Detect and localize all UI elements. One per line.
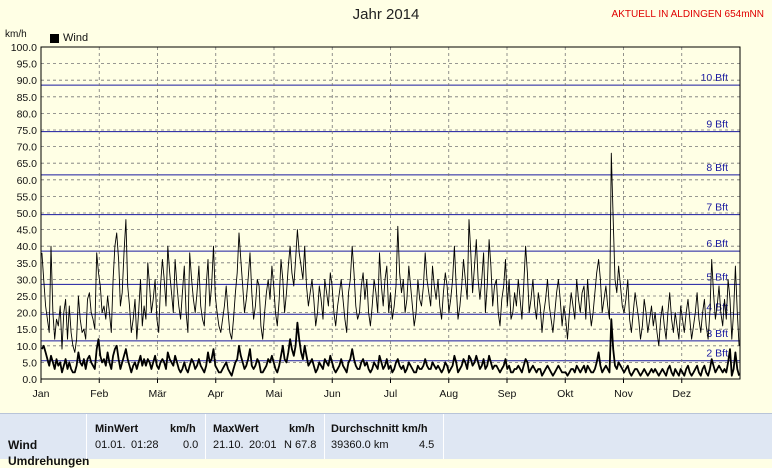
y-tick-label: 50.0 (17, 208, 38, 220)
y-tick-label: 60.0 (17, 175, 38, 187)
y-tick-label: 95.0 (17, 59, 38, 71)
y-tick-label: 70.0 (17, 142, 38, 154)
y-tick-label: 0.0 (22, 374, 37, 386)
station-label: AKTUELL IN ALDINGEN 654mNN (611, 9, 764, 20)
month-label: Okt (557, 388, 573, 400)
stats-avg-column: Durchschnitt km/h 39360.0 km 4.5 (324, 414, 444, 459)
chart-title: Jahr 2014 (352, 6, 420, 23)
max-unit: km/h (289, 423, 315, 435)
y-tick-label: 85.0 (17, 92, 38, 104)
month-label: Feb (90, 388, 108, 400)
max-header: MaxWert (213, 423, 259, 435)
y-tick-label: 35.0 (17, 258, 38, 270)
min-header: MinWert (95, 423, 139, 435)
y-axis-ticks: 0.0 5.0 10.0 15.0 20.0 25.0 30.0 35.0 40.0 45.0 50… (11, 42, 37, 386)
y-tick-label: 80.0 (17, 108, 38, 120)
month-label: Dez (672, 388, 691, 400)
plot-frame (40, 46, 741, 380)
chart-series (41, 152, 740, 377)
stats-row-label-2: Umdrehungen (8, 454, 90, 468)
y-tick-label: 10.0 (17, 341, 38, 353)
y-tick-label: 15.0 (17, 324, 38, 336)
bft-label: 8 Bft (706, 162, 728, 174)
stats-row-label: Wind (8, 438, 38, 452)
y-axis-unit: km/h (5, 29, 27, 40)
x-axis-ticks: Jan Feb Mär Apr Mai Jun Jul Aug Sep Okt Nov Dez (33, 388, 692, 400)
legend-swatch (50, 33, 59, 43)
y-tick-label: 55.0 (17, 191, 38, 203)
min-unit: km/h (170, 423, 196, 435)
bft-label: 2 Bft (706, 348, 728, 360)
y-tick-label: 20.0 (17, 308, 38, 320)
y-tick-label: 100.0 (11, 42, 37, 54)
bft-label: 9 Bft (706, 119, 728, 131)
series-line-wind-avg (41, 318, 740, 377)
bft-label: 10 Bft (701, 72, 729, 84)
avg-value: 4.5 (419, 439, 435, 451)
month-label: Sep (498, 388, 517, 400)
stats-max-column: MaxWert km/h 21.10. 20:01 N 67.8 (205, 414, 324, 459)
month-label: Mai (266, 388, 283, 400)
y-tick-label: 5.0 (22, 357, 37, 369)
month-label: Jan (33, 388, 50, 400)
avg-distance: 39360.0 km (331, 439, 389, 451)
max-date: 21.10. (213, 439, 244, 451)
stats-min-column: MinWert km/h 01.01. 01:28 0.0 (86, 414, 205, 459)
bft-label: 3 Bft (706, 328, 728, 340)
month-label: Aug (439, 388, 458, 400)
max-time: 20:01 (249, 439, 277, 451)
min-value: 0.0 (183, 439, 199, 451)
legend-label: Wind (63, 32, 89, 44)
y-tick-label: 65.0 (17, 158, 38, 170)
y-tick-label: 25.0 (17, 291, 38, 303)
month-label: Jul (384, 388, 397, 400)
month-label: Apr (208, 388, 225, 400)
max-value: N 67.8 (284, 439, 317, 451)
chart-grid (40, 47, 740, 383)
y-tick-label: 75.0 (17, 125, 38, 137)
month-label: Jun (324, 388, 341, 400)
y-tick-label: 45.0 (17, 225, 38, 237)
bft-label: 5 Bft (706, 271, 728, 283)
bft-label: 7 Bft (706, 202, 728, 214)
y-tick-label: 90.0 (17, 75, 38, 87)
series-line-wind (41, 152, 740, 353)
y-tick-label: 30.0 (17, 274, 38, 286)
bft-label: 6 Bft (706, 238, 728, 250)
min-date: 01.01. (95, 439, 126, 451)
stats-panel: Wind Umdrehungen MinWert km/h 01.01. 01:… (0, 413, 772, 468)
avg-header: Durchschnitt km/h (331, 423, 428, 435)
min-time: 01:28 (131, 439, 159, 451)
y-tick-label: 40.0 (17, 241, 38, 253)
month-label: Nov (614, 388, 633, 400)
legend: Wind (50, 32, 88, 44)
month-label: Mär (148, 388, 167, 400)
